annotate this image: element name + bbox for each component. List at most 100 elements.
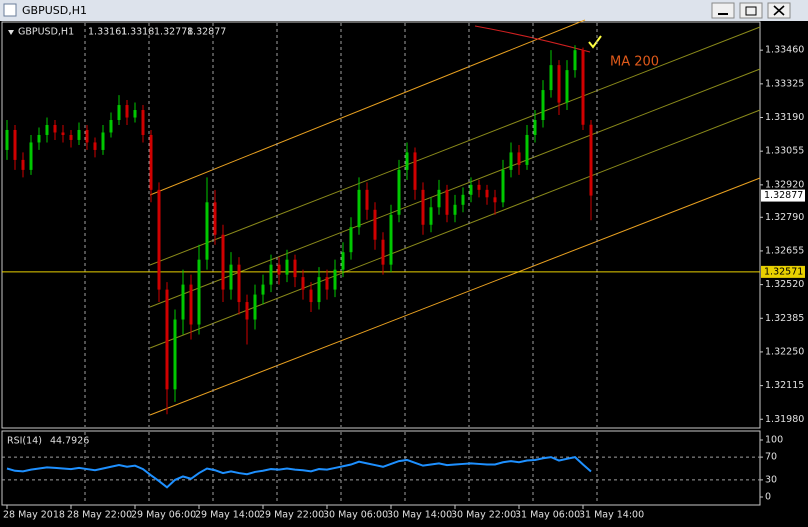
- candle-body: [565, 70, 569, 103]
- window-icon: [3, 3, 17, 17]
- candle-body: [53, 124, 57, 133]
- channel: [149, 19, 761, 416]
- x-tick-label: 31 May 06:00: [515, 510, 580, 521]
- candle-body: [429, 207, 433, 225]
- candle-body: [61, 132, 65, 135]
- x-tick-label: 29 May 22:00: [259, 510, 324, 521]
- candle-body: [197, 259, 201, 325]
- candle-body: [381, 239, 385, 265]
- candle-body: [253, 294, 257, 320]
- candle-body: [285, 259, 289, 275]
- rsi-pane: [1, 430, 761, 506]
- candle-body: [157, 189, 161, 290]
- level-label: 1.32571: [764, 266, 803, 277]
- candle-body: [413, 152, 417, 190]
- candle-body: [37, 134, 41, 143]
- candle-body: [461, 194, 465, 205]
- candle-body: [93, 142, 97, 150]
- candle-body: [109, 120, 113, 133]
- window-buttons[interactable]: [711, 2, 791, 19]
- candle-body: [69, 134, 73, 140]
- candle-body: [477, 184, 481, 190]
- check-mark: [588, 35, 602, 49]
- candle-body: [509, 152, 513, 170]
- candle-body: [269, 264, 273, 285]
- y-tick-label: 1.33190: [765, 112, 804, 123]
- candle-body: [357, 189, 361, 228]
- maximize-button[interactable]: [739, 2, 763, 19]
- main-pane: [1, 21, 761, 429]
- candle-body: [365, 189, 369, 210]
- candle-body: [389, 214, 393, 265]
- channel-line: [149, 68, 761, 308]
- candle-body: [237, 264, 241, 303]
- y-tick-label: 1.32250: [765, 346, 804, 357]
- rsi-tick-label: 0: [765, 492, 771, 503]
- candle-body: [173, 319, 177, 390]
- candle-body: [517, 152, 521, 165]
- y-tick-label: 1.32115: [765, 380, 804, 391]
- collapse-icon: [8, 30, 14, 35]
- x-tick-label: 31 May 14:00: [579, 510, 644, 521]
- candle-body: [189, 284, 193, 325]
- level-tag: [761, 265, 805, 278]
- candle-body: [493, 197, 497, 203]
- rsi-tick-label: 30: [765, 474, 777, 485]
- x-tick-label: 30 May 14:00: [387, 510, 452, 521]
- candle-body: [181, 284, 185, 320]
- candle-body: [589, 124, 593, 196]
- candle-body: [453, 204, 457, 215]
- candle-body: [213, 202, 217, 235]
- candle-body: [309, 289, 313, 303]
- candle-body: [533, 120, 537, 135]
- candle-body: [101, 132, 105, 150]
- x-tick-label: 28 May 2018: [3, 510, 65, 521]
- candle-body: [317, 277, 321, 303]
- candle-body: [245, 302, 249, 320]
- candle-body: [165, 289, 169, 390]
- candle-body: [205, 202, 209, 260]
- ma-line: [474, 25, 591, 53]
- x-tick-label: 29 May 14:00: [195, 510, 260, 521]
- candle-body: [229, 264, 233, 290]
- y-tick-label: 1.32655: [765, 245, 804, 256]
- candle-body: [549, 65, 553, 91]
- candle-body: [373, 209, 377, 240]
- y-tick-label: 1.33055: [765, 146, 804, 157]
- candle-body: [573, 50, 577, 71]
- candle-body: [13, 129, 17, 160]
- ohlc-high: 1.3318: [121, 27, 154, 38]
- candle-body: [469, 184, 473, 195]
- ohlc-low: 1.32778: [154, 27, 193, 38]
- candle-body: [261, 284, 265, 295]
- candle-body: [349, 227, 353, 253]
- candle-body: [125, 105, 129, 118]
- rsi-tick-label: 70: [765, 452, 777, 463]
- rsi-value: 44.7926: [50, 436, 89, 447]
- y-tick-label: 1.33325: [765, 78, 804, 89]
- y-tick-label: 1.32520: [765, 279, 804, 290]
- rsi-name: RSI(14): [7, 436, 42, 447]
- candle-body: [325, 277, 329, 290]
- price-tag-label: 1.32877: [764, 190, 803, 201]
- ma-label: MA 200: [610, 55, 659, 70]
- candle-body: [21, 159, 25, 170]
- candle-body: [397, 169, 401, 215]
- title-bar: [0, 0, 808, 21]
- candle-body: [437, 189, 441, 208]
- channel-lower: [149, 177, 761, 416]
- candle-body: [301, 277, 305, 290]
- rsi-line: [6, 456, 592, 489]
- minimize-button[interactable]: [711, 2, 735, 19]
- x-tick-label: 29 May 06:00: [131, 510, 196, 521]
- ohlc-close: 1.32877: [187, 27, 226, 38]
- candle-body: [45, 124, 49, 135]
- candle-body: [341, 252, 345, 270]
- x-tick-label: 30 May 22:00: [451, 510, 516, 521]
- candle-body: [77, 129, 81, 140]
- chart-symbol: GBPUSD,H1: [18, 27, 74, 38]
- candle-body: [149, 134, 153, 190]
- candle-body: [221, 234, 225, 290]
